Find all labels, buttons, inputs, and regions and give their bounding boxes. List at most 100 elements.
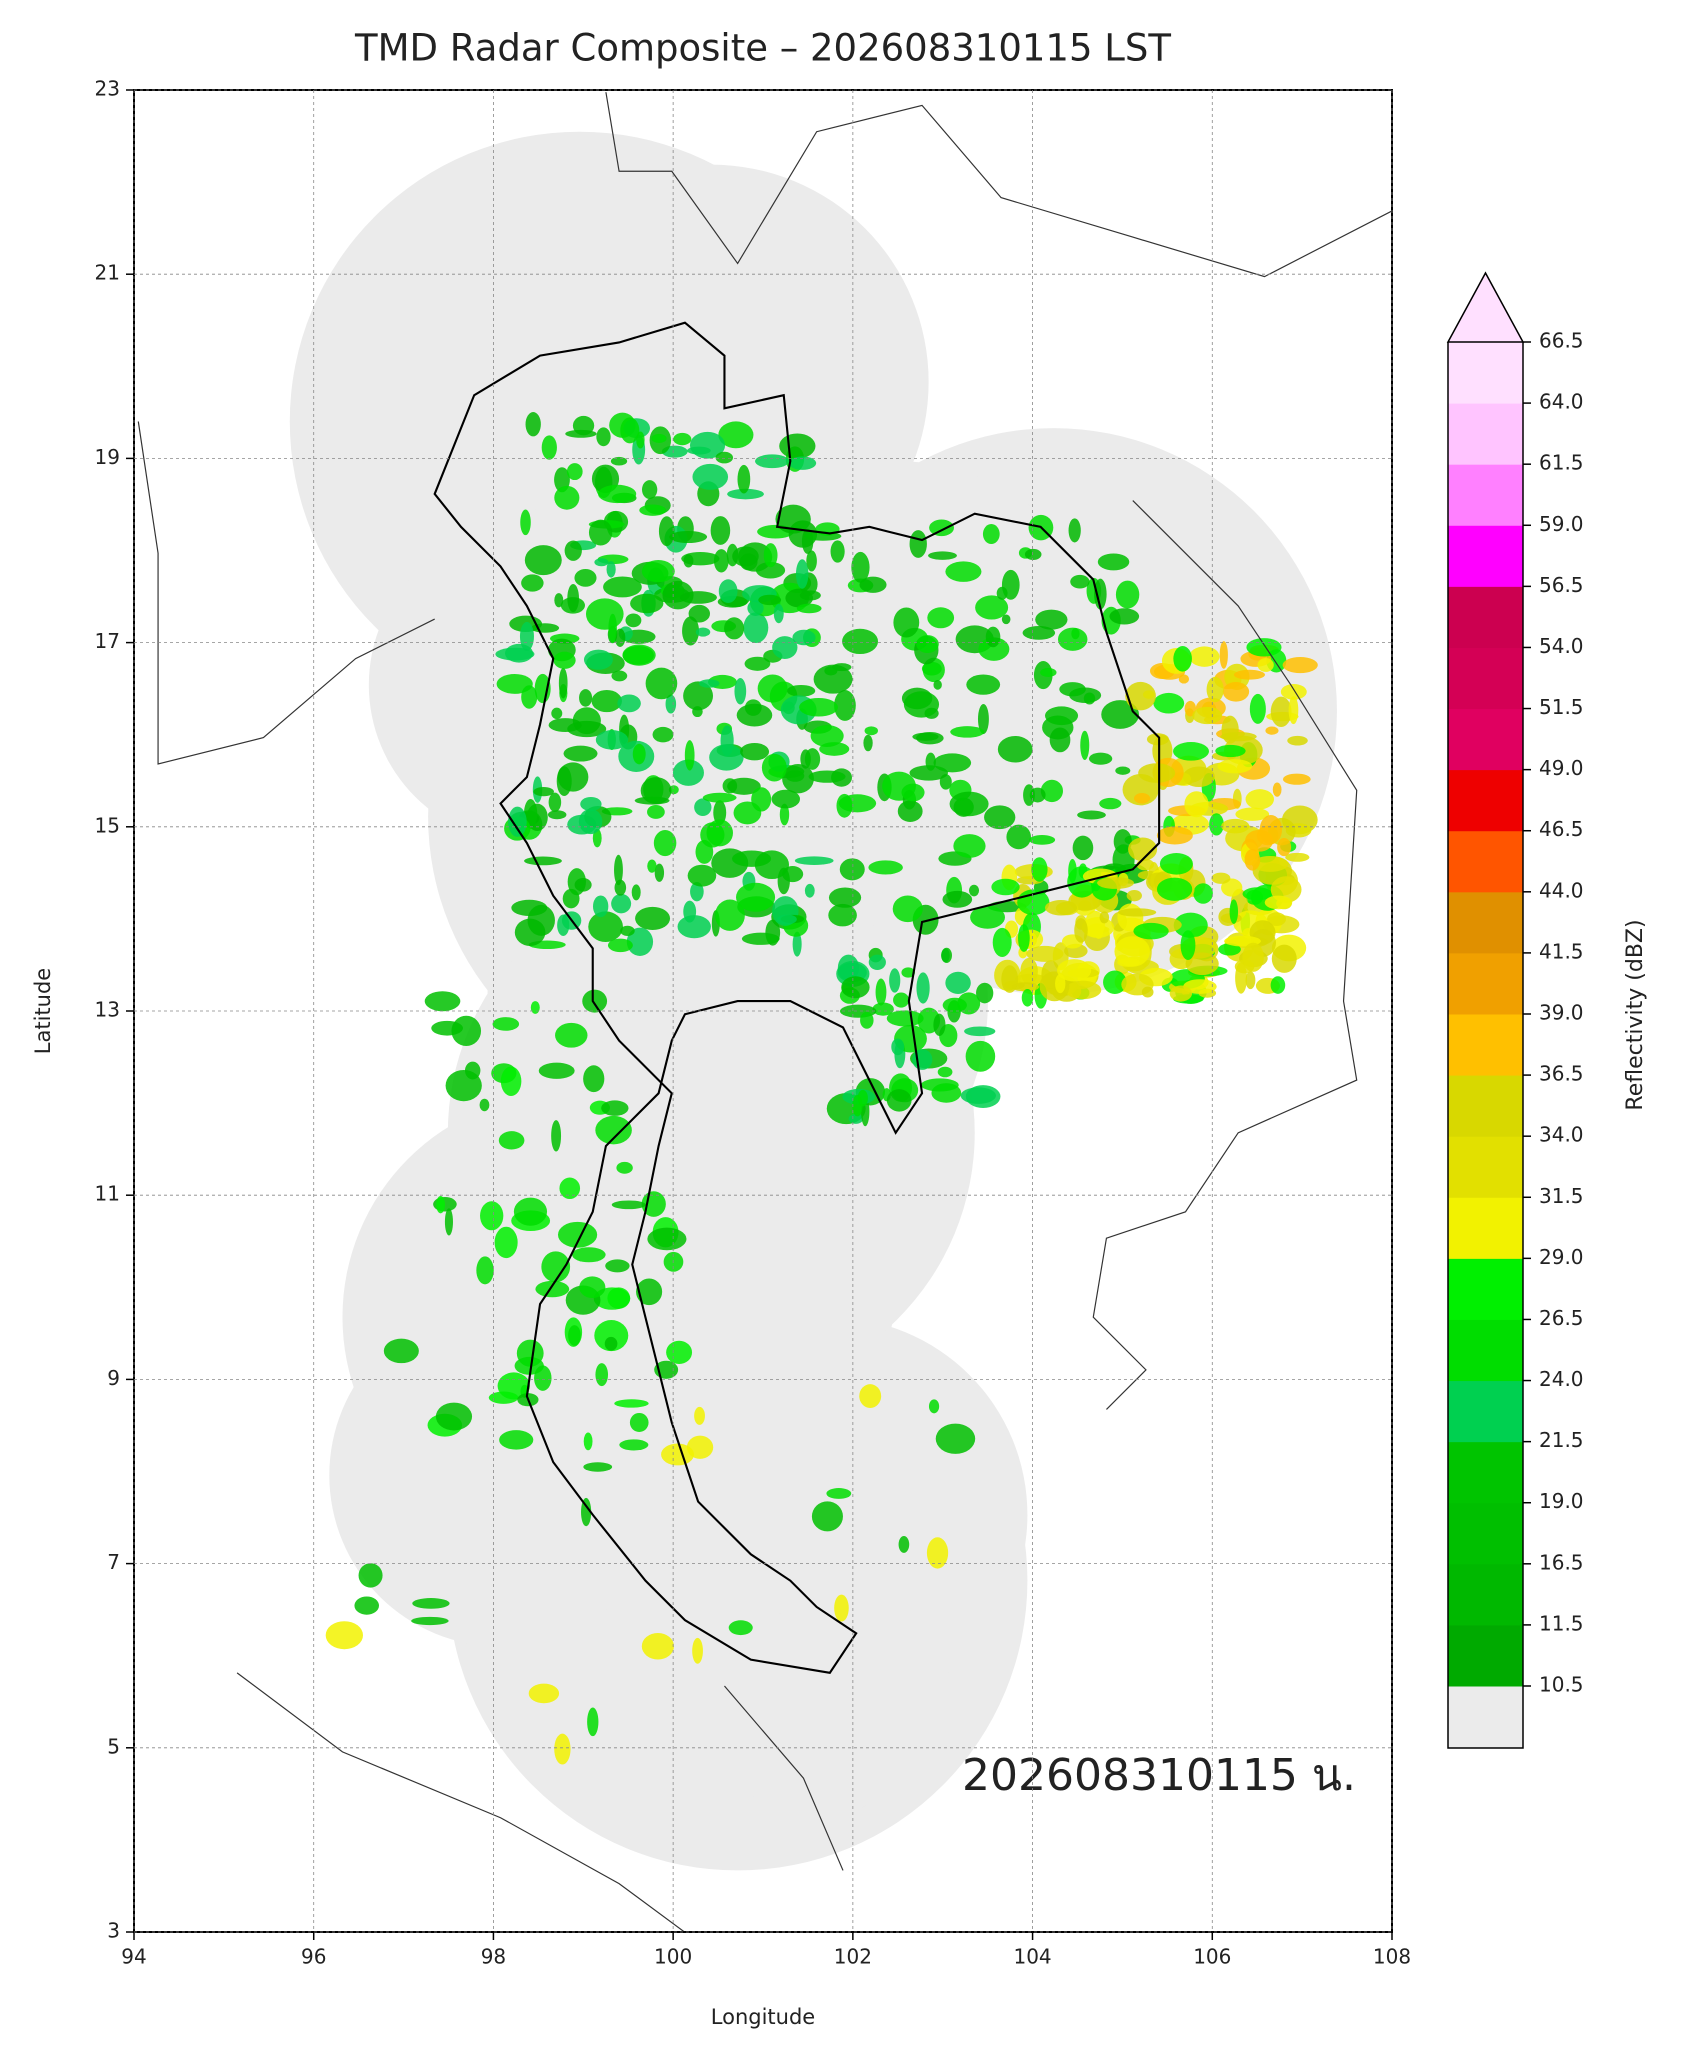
echo (1235, 807, 1270, 821)
echo (808, 770, 846, 783)
echo (1156, 826, 1193, 845)
echo (771, 789, 801, 809)
echo (828, 903, 857, 927)
echo (945, 971, 971, 994)
echo (1178, 674, 1190, 684)
echo (513, 1197, 548, 1226)
echo (594, 1320, 629, 1352)
echo (1242, 887, 1273, 901)
echo (755, 561, 786, 579)
echo (813, 664, 853, 694)
echo (524, 545, 562, 576)
echo (747, 600, 764, 616)
echo (928, 1399, 940, 1414)
echo (1242, 942, 1264, 972)
echo (1057, 959, 1092, 982)
echo (903, 691, 940, 718)
echo (992, 927, 1012, 957)
echo (868, 860, 903, 875)
echo (582, 989, 608, 1013)
colorbar-tick-label: 39.0 (1539, 1001, 1584, 1025)
echo (848, 1113, 864, 1124)
echo (647, 1227, 687, 1251)
echo (916, 972, 930, 1004)
echo (479, 1098, 490, 1112)
y-tick-label: 9 (107, 1366, 120, 1390)
echo (795, 559, 809, 589)
echo (558, 667, 568, 699)
echo (519, 621, 534, 652)
echo (579, 689, 593, 707)
echo (773, 604, 784, 624)
echo (985, 626, 1001, 648)
colorbar-tick-label: 64.0 (1539, 390, 1584, 414)
echo (645, 667, 678, 700)
colorbar-tick-label: 41.5 (1539, 939, 1584, 963)
echo (581, 1497, 592, 1527)
echo (607, 1287, 631, 1309)
echo (925, 752, 936, 771)
echo (949, 791, 989, 817)
borders (137, 92, 1392, 1932)
colorbar-tick-label: 21.5 (1539, 1428, 1584, 1452)
echo (541, 435, 557, 460)
echo (1077, 810, 1106, 820)
colorbar-tick-label: 66.5 (1539, 329, 1584, 353)
colorbar-segment (1448, 769, 1523, 832)
echo (1088, 752, 1113, 765)
echo (538, 1062, 575, 1079)
echo (594, 558, 609, 567)
colorbar-segment (1448, 1014, 1523, 1076)
echo (508, 806, 527, 837)
echo (1245, 789, 1275, 810)
echo (935, 1423, 976, 1454)
echo (412, 1598, 450, 1609)
colorbar-segment (1448, 586, 1523, 648)
echo (1068, 858, 1077, 884)
echo (950, 726, 985, 738)
echo (868, 954, 886, 970)
echo (901, 967, 915, 978)
echo (636, 1278, 663, 1306)
echo (1128, 837, 1158, 862)
echo (928, 551, 957, 560)
echo (1220, 731, 1257, 742)
echo (1031, 857, 1048, 882)
echo (568, 1325, 581, 1346)
echo (1142, 690, 1155, 699)
echo (713, 800, 727, 826)
colorbar-extension (1446, 271, 1525, 343)
echo (758, 594, 782, 606)
echo (564, 540, 582, 561)
echo (1026, 945, 1064, 962)
echo (872, 1002, 894, 1016)
echo (851, 551, 870, 583)
echo (605, 1259, 630, 1273)
echo (792, 931, 802, 957)
echo (499, 1430, 534, 1450)
x-tick-label: 104 (1013, 1945, 1051, 1969)
echo (616, 1161, 633, 1174)
echo (734, 678, 747, 705)
echo (695, 839, 714, 864)
echo (620, 925, 635, 936)
echo (514, 1356, 544, 1375)
echo (639, 504, 667, 516)
x-axis-label: Longitude (711, 2005, 815, 2029)
echo (1183, 979, 1217, 994)
echo (651, 433, 667, 444)
echo (1099, 911, 1110, 924)
echo (666, 1340, 693, 1365)
echo (1287, 735, 1308, 746)
colorbar-segment (1448, 1380, 1523, 1443)
echo (779, 433, 816, 459)
echo (551, 707, 563, 720)
echo (572, 1247, 606, 1263)
echo (1288, 696, 1299, 725)
echo (842, 628, 879, 655)
echo (424, 991, 461, 1012)
echo (383, 1338, 419, 1364)
colorbar-under (1448, 1686, 1523, 1748)
echo (1180, 930, 1196, 961)
echo (554, 485, 580, 510)
